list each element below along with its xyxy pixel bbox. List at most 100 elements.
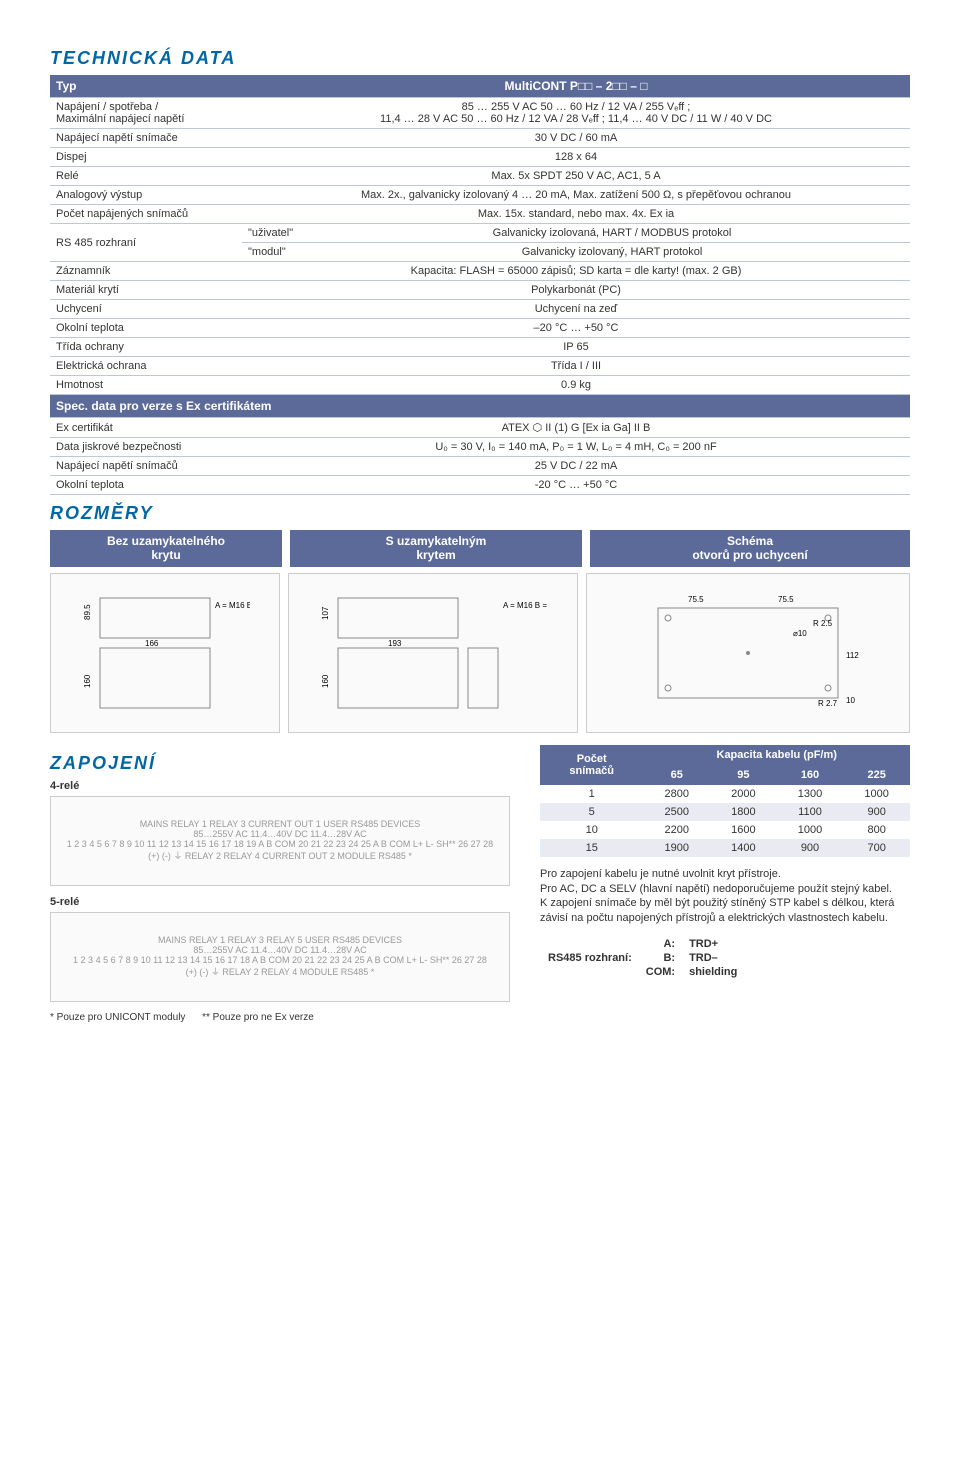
tech-header-product: MultiCONT P□□ – 2□□ – □ (242, 75, 910, 98)
row-label: Okolní teplota (50, 476, 242, 495)
wiring-diagram-5rele: MAINS RELAY 1 RELAY 3 RELAY 5 USER RS485… (50, 912, 510, 1002)
cable-cell: 1100 (777, 803, 844, 821)
svg-text:⌀10: ⌀10 (793, 629, 807, 638)
rs485-key: B: (640, 952, 681, 964)
cable-cell: 15 (540, 839, 643, 857)
svg-text:89.5: 89.5 (83, 604, 92, 620)
svg-text:75.5: 75.5 (688, 595, 704, 604)
cable-cell: 2800 (643, 785, 710, 803)
svg-text:166: 166 (145, 639, 159, 648)
row-val: 85 … 255 V AC 50 … 60 Hz / 12 VA / 255 V… (242, 98, 910, 129)
cable-table: Počet snímačů Kapacita kabelu (pF/m) 65 … (540, 745, 910, 857)
svg-text:75.5: 75.5 (778, 595, 794, 604)
dim-drawing-1: 89.5 166 160 A = M16 B = M20 C = M20 (50, 573, 280, 733)
row-val: 0.9 kg (242, 376, 910, 395)
svg-text:160: 160 (83, 674, 92, 688)
section-title-wiring: ZAPOJENÍ (50, 753, 510, 774)
row-label: Ex certifikát (50, 418, 242, 438)
svg-text:A = M16 B = M20 C = M20: A = M16 B = M20 C = M20 (215, 601, 250, 610)
row-val: ATEX ⬡ II (1) G [Ex ia Ga] II B (242, 418, 910, 438)
cable-cell: 10 (540, 821, 643, 839)
cable-cell: 1000 (843, 785, 910, 803)
drawing-icon: 89.5 166 160 A = M16 B = M20 C = M20 (80, 588, 250, 718)
rs485-val: TRD+ (683, 938, 743, 950)
svg-text:R 2.7: R 2.7 (818, 699, 838, 708)
dim-header-3: Schéma otvorů pro uchycení (590, 530, 910, 567)
wiring-diagram-4rele: MAINS RELAY 1 RELAY 3 CURRENT OUT 1 USER… (50, 796, 510, 886)
row-val: Max. 15x. standard, nebo max. 4x. Ex ia (242, 205, 910, 224)
drawing-icon: 75.5 75.5 R 2.5 ⌀10 112 R 2.7 10 (618, 588, 878, 718)
row-label: Počet napájených snímačů (50, 205, 242, 224)
row-val: Třída I / III (242, 357, 910, 376)
cable-cell: 1 (540, 785, 643, 803)
row-label: Data jiskrové bezpečnosti (50, 438, 242, 457)
row-val: Max. 5x SPDT 250 V AC, AC1, 5 A (242, 167, 910, 186)
row-val: 30 V DC / 60 mA (242, 129, 910, 148)
dim-drawing-3: 75.5 75.5 R 2.5 ⌀10 112 R 2.7 10 (586, 573, 910, 733)
row-sublabel: "modul" (242, 243, 314, 262)
cable-cell: 1300 (777, 785, 844, 803)
footnote-1: * Pouze pro UNICONT moduly (50, 1012, 185, 1023)
row-label: Analogový výstup (50, 186, 242, 205)
section-title-dims: ROZMĚRY (50, 503, 910, 524)
rs485-val: TRD– (683, 952, 743, 964)
svg-text:160: 160 (321, 674, 330, 688)
wiring-label-5rele: 5-relé (50, 896, 510, 908)
cable-cell: 1400 (710, 839, 777, 857)
row-label: Hmotnost (50, 376, 242, 395)
svg-text:107: 107 (321, 606, 330, 620)
footnote-2: ** Pouze pro ne Ex verze (202, 1012, 314, 1023)
rs485-val: shielding (683, 966, 743, 978)
row-val: -20 °C … +50 °C (242, 476, 910, 495)
row-val: Polykarbonát (PC) (242, 281, 910, 300)
row-val: 25 V DC / 22 mA (242, 457, 910, 476)
wiring-label-4rele: 4-relé (50, 780, 510, 792)
row-sublabel: "uživatel" (242, 224, 314, 243)
row-label: Napájecí napětí snímačů (50, 457, 242, 476)
cable-cell: 1600 (710, 821, 777, 839)
section-title-tech: TECHNICKÁ DATA (50, 48, 910, 69)
cable-cell: 2500 (643, 803, 710, 821)
cable-col: 225 (843, 765, 910, 785)
tech-table: Typ MultiCONT P□□ – 2□□ – □ Napájení / s… (50, 75, 910, 495)
rs485-label: RS485 rozhraní: (542, 938, 638, 978)
row-label: Uchycení (50, 300, 242, 319)
row-label: Třída ochrany (50, 338, 242, 357)
rs485-key: A: (640, 938, 681, 950)
row-val: 128 x 64 (242, 148, 910, 167)
cable-cell: 2200 (643, 821, 710, 839)
spec-header: Spec. data pro verze s Ex certifikátem (50, 395, 910, 418)
drawing-icon: 107 193 160 A = M16 B = M20 C = M20 (318, 588, 548, 718)
cable-cell: 900 (843, 803, 910, 821)
row-val: Galvanicky izolovaný, HART protokol (314, 243, 910, 262)
cable-col: 95 (710, 765, 777, 785)
row-label: RS 485 rozhraní (50, 224, 242, 262)
row-label: Dispej (50, 148, 242, 167)
row-label: Elektrická ochrana (50, 357, 242, 376)
row-val: U₀ = 30 V, I₀ = 140 mA, P₀ = 1 W, L₀ = 4… (242, 438, 910, 457)
tech-header-type: Typ (50, 75, 242, 98)
row-label: Okolní teplota (50, 319, 242, 338)
row-val: Max. 2x., galvanicky izolovaný 4 … 20 mA… (242, 186, 910, 205)
cable-cell: 2000 (710, 785, 777, 803)
cable-cell: 800 (843, 821, 910, 839)
cable-cell: 5 (540, 803, 643, 821)
row-label: Napájení / spotřeba / Maximální napájecí… (50, 98, 242, 129)
svg-text:A = M16 B = M20 C = M20: A = M16 B = M20 C = M20 (503, 601, 548, 610)
row-label: Napájecí napětí snímače (50, 129, 242, 148)
cable-note: Pro zapojení kabelu je nutné uvolnit kry… (540, 867, 910, 926)
cable-cell: 900 (777, 839, 844, 857)
svg-text:112: 112 (846, 651, 859, 660)
dim-header-1: Bez uzamykatelného krytu (50, 530, 282, 567)
row-label: Relé (50, 167, 242, 186)
cable-header-count: Počet snímačů (540, 745, 643, 785)
row-label: Materiál krytí (50, 281, 242, 300)
cable-col: 160 (777, 765, 844, 785)
rs485-key: COM: (640, 966, 681, 978)
cable-header-cap: Kapacita kabelu (pF/m) (643, 745, 910, 765)
svg-text:10: 10 (846, 696, 855, 705)
cable-cell: 1000 (777, 821, 844, 839)
cable-cell: 1900 (643, 839, 710, 857)
cable-col: 65 (643, 765, 710, 785)
row-label: Záznamník (50, 262, 242, 281)
